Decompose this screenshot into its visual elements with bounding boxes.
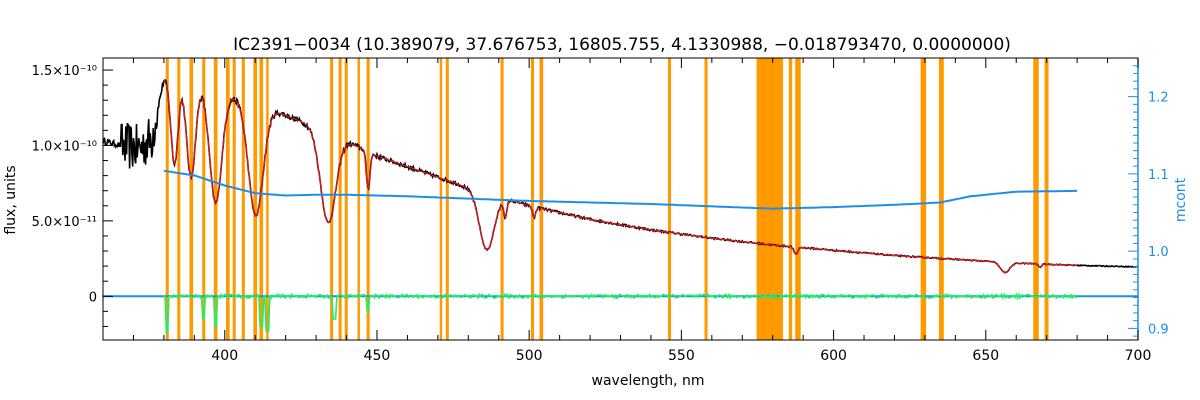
- y2-axis-label: mcont: [1173, 177, 1189, 222]
- mask-region-13: [338, 58, 342, 340]
- model-spectrum-line: [163, 79, 1078, 274]
- mask-region-23: [704, 58, 708, 340]
- mask-region-20: [531, 58, 535, 340]
- y2-tick-label: 1.1: [1148, 168, 1169, 183]
- mask-region-18: [445, 58, 449, 340]
- y-axis-label: flux, units: [3, 165, 19, 234]
- x-tick-label: 400: [211, 348, 238, 364]
- mask-region-16: [366, 58, 370, 340]
- residuals-line: [163, 292, 1078, 334]
- mask-region-22: [667, 58, 672, 340]
- x-tick-label: 650: [972, 348, 999, 364]
- mask-region-17: [439, 58, 443, 340]
- y2-tick-label: 1.0: [1148, 245, 1169, 260]
- mask-region-7: [232, 58, 236, 340]
- x-axis-label: wavelength, nm: [592, 373, 705, 389]
- mask-region-2: [177, 58, 181, 340]
- series-layer: [102, 79, 1139, 334]
- y-tick-label: 1.0×10⁻¹⁰: [32, 139, 97, 154]
- masked-regions: [165, 58, 1049, 340]
- y2-tick-label: 1.2: [1148, 91, 1169, 106]
- mask-region-10: [259, 58, 264, 340]
- mask-region-12: [330, 58, 334, 340]
- y-tick-label: 0: [89, 290, 97, 305]
- mask-region-6: [225, 58, 230, 340]
- mask-region-26: [795, 58, 801, 340]
- axis-ticks: 400 450 500 550 600 650 700 1.5×10⁻¹⁰ 1.0×10⁻¹⁰ 5…: [32, 58, 1169, 364]
- mask-region-3: [189, 58, 194, 340]
- x-tick-label: 700: [1125, 348, 1152, 364]
- mask-region-8: [241, 58, 245, 340]
- mask-region-29: [1033, 58, 1039, 340]
- mask-region-25: [788, 58, 793, 340]
- x-tick-label: 450: [364, 348, 391, 364]
- mask-region-11: [266, 58, 269, 340]
- y2-tick-label: 0.9: [1148, 322, 1169, 337]
- continuum-mcont-line: [163, 169, 1078, 210]
- mask-region-1: [165, 58, 169, 340]
- mask-region-30: [1044, 58, 1049, 340]
- mask-region-28: [938, 58, 944, 340]
- mask-region-5: [213, 58, 218, 340]
- y-tick-label: 1.5×10⁻¹⁰: [32, 64, 97, 79]
- mask-region-24: [756, 58, 784, 340]
- x-tick-label: 550: [668, 348, 695, 364]
- x-tick-label: 500: [516, 348, 543, 364]
- y-tick-label: 5.0×10⁻¹¹: [32, 215, 97, 230]
- chart-title: IC2391−0034 (10.389079, 37.676753, 16805…: [233, 35, 1011, 55]
- mask-region-15: [357, 58, 360, 340]
- mask-region-14: [344, 58, 348, 340]
- x-tick-label: 600: [820, 348, 847, 364]
- mask-region-21: [539, 58, 544, 340]
- mask-region-4: [202, 58, 206, 340]
- mask-region-9: [253, 58, 258, 340]
- mask-region-27: [920, 58, 927, 340]
